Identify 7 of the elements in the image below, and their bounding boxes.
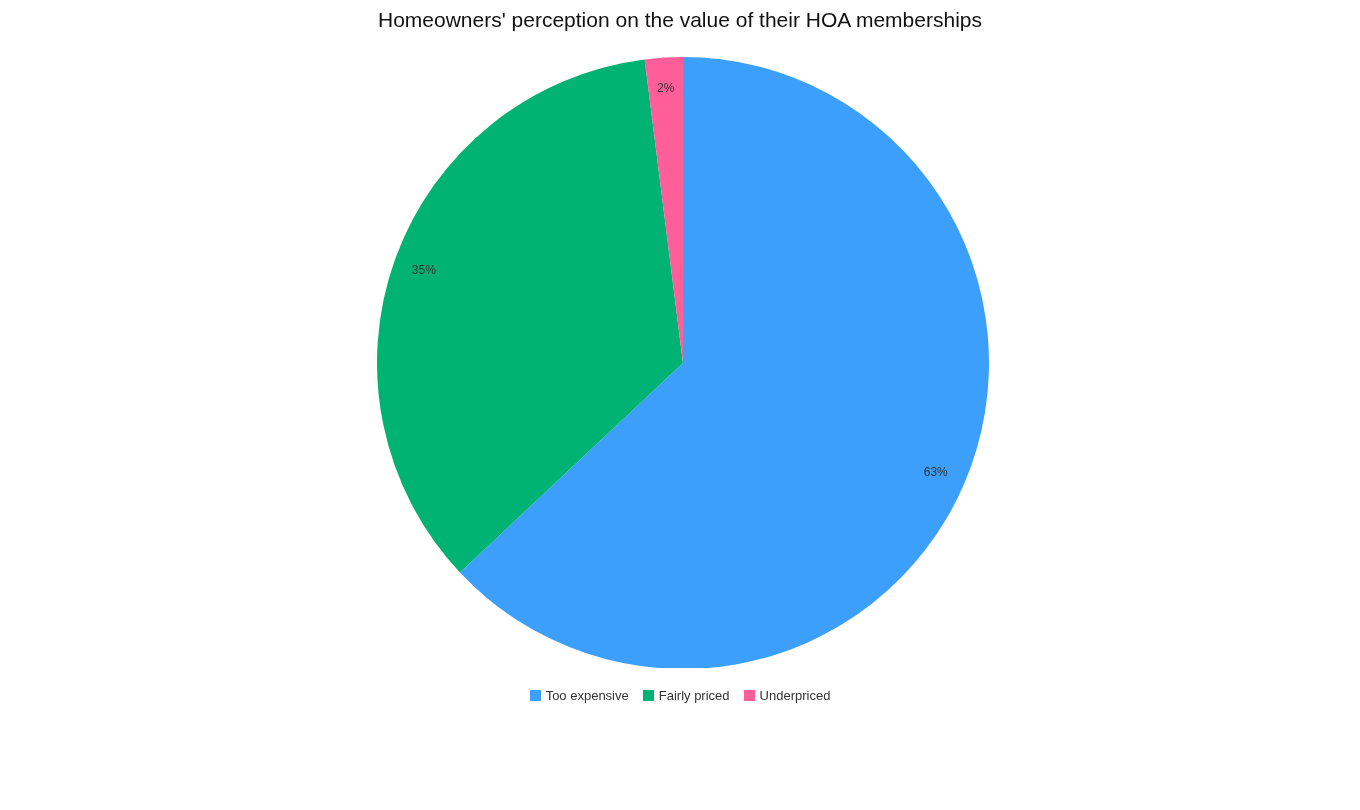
chart-title: Homeowners' perception on the value of their HOA memberships (377, 8, 983, 33)
legend-label: Underpriced (759, 688, 831, 703)
data-label: 35% (411, 262, 437, 277)
data-label: 63% (923, 465, 949, 480)
legend-label: Fairly priced (658, 688, 730, 703)
legend-label: Too expensive (545, 688, 629, 703)
data-label: 2% (657, 81, 675, 96)
